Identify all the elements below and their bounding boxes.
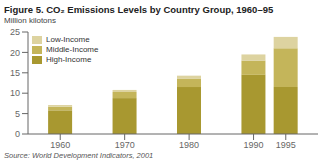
- html-text:Low-Income: Low-Income: [46, 35, 90, 44]
- svg-text:15: 15: [10, 68, 20, 78]
- html-text:High-Income: High-Income: [46, 55, 92, 64]
- svg-text:10: 10: [10, 88, 20, 98]
- svg-text:1995: 1995: [276, 140, 296, 150]
- svg-text:1990: 1990: [244, 140, 264, 150]
- svg-text:1980: 1980: [179, 140, 199, 150]
- html-text:Middle-Income: Middle-Income: [46, 45, 99, 54]
- svg-text:0: 0: [15, 129, 20, 139]
- svg-text:25: 25: [10, 27, 20, 37]
- svg-text:1960: 1960: [50, 140, 70, 150]
- html-text:Source: World Development Indi: Source: World Development Indicators, 20…: [4, 151, 154, 160]
- svg-text:1970: 1970: [115, 140, 135, 150]
- html-text:Million kilotons: Million kilotons: [4, 16, 56, 25]
- svg-text:20: 20: [10, 48, 20, 58]
- html-text:Figure 5. CO₂ Emissions Levels: Figure 5. CO₂ Emissions Levels by Countr…: [4, 4, 274, 15]
- svg-text:5: 5: [15, 109, 20, 119]
